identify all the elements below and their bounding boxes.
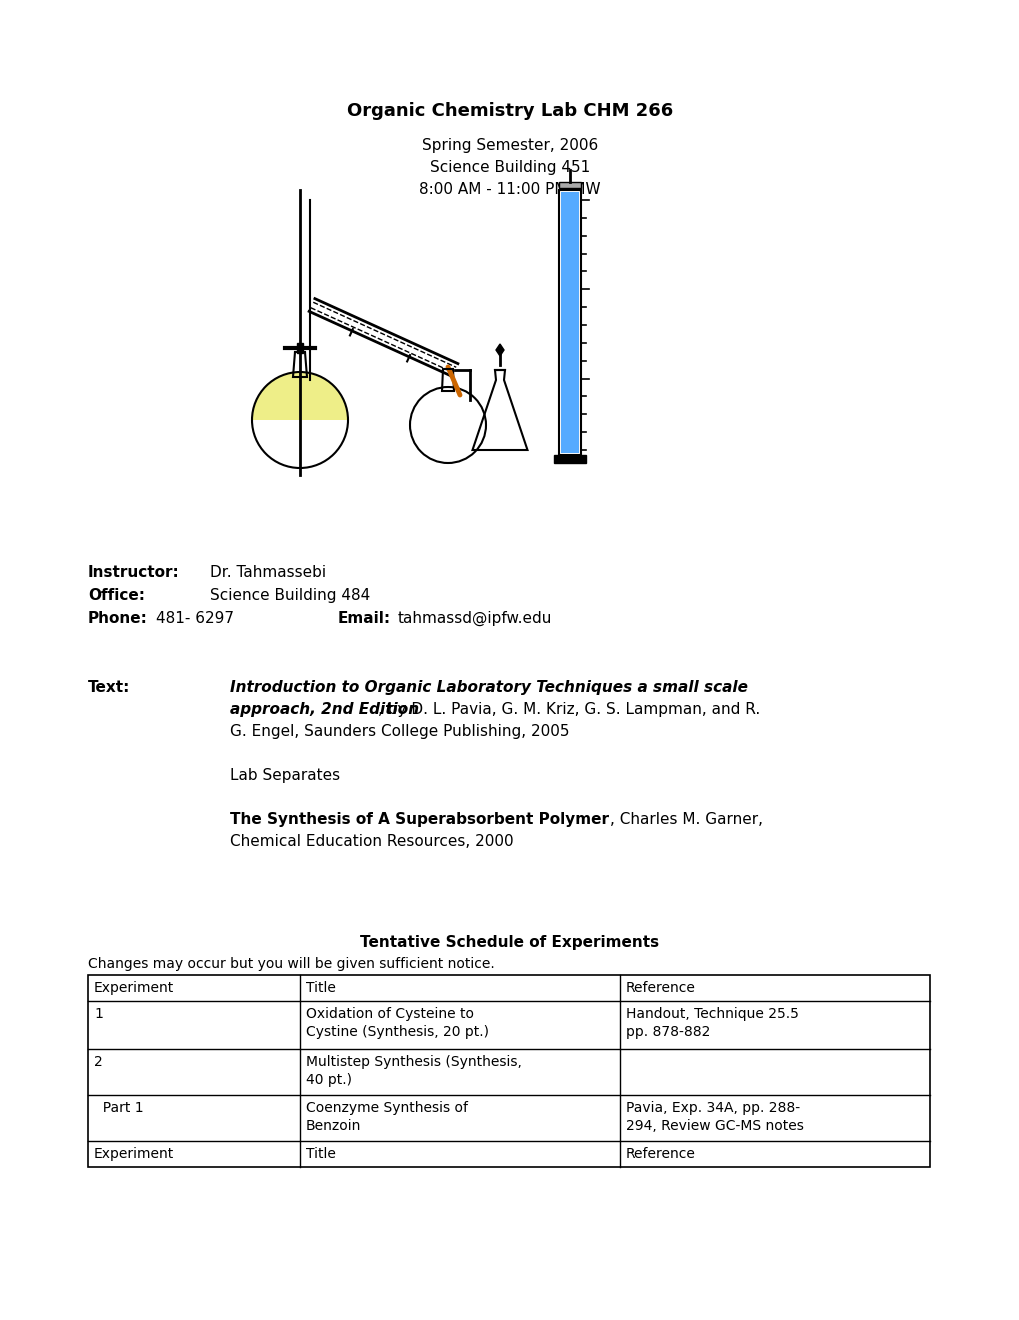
Text: Pavia, Exp. 34A, pp. 288-: Pavia, Exp. 34A, pp. 288- xyxy=(626,1101,799,1115)
Text: Changes may occur but you will be given sufficient notice.: Changes may occur but you will be given … xyxy=(88,957,494,972)
Text: Lab Separates: Lab Separates xyxy=(229,768,339,783)
Text: Instructor:: Instructor: xyxy=(88,565,179,579)
Text: Handout, Technique 25.5: Handout, Technique 25.5 xyxy=(626,1007,798,1020)
Text: Title: Title xyxy=(306,1147,335,1162)
Bar xyxy=(297,343,303,352)
Text: 1: 1 xyxy=(94,1007,103,1020)
Bar xyxy=(558,190,581,455)
Text: Text:: Text: xyxy=(88,680,130,696)
Text: Experiment: Experiment xyxy=(94,1147,174,1162)
Text: Spring Semester, 2006: Spring Semester, 2006 xyxy=(422,139,597,153)
Text: Title: Title xyxy=(306,981,335,995)
Bar xyxy=(553,455,586,463)
Text: pp. 878-882: pp. 878-882 xyxy=(626,1026,709,1039)
Text: Science Building 451: Science Building 451 xyxy=(429,160,590,176)
Text: Phone:: Phone: xyxy=(88,611,148,626)
Text: 2: 2 xyxy=(94,1055,103,1069)
Text: Reference: Reference xyxy=(626,1147,695,1162)
Text: , Charles M. Garner,: , Charles M. Garner, xyxy=(609,812,762,828)
Text: Organic Chemistry Lab CHM 266: Organic Chemistry Lab CHM 266 xyxy=(346,102,673,120)
Text: Part 1: Part 1 xyxy=(94,1101,144,1115)
Text: Email:: Email: xyxy=(337,611,390,626)
Text: Introduction to Organic Laboratory Techniques a small scale: Introduction to Organic Laboratory Techn… xyxy=(229,680,747,696)
Text: Cystine (Synthesis, 20 pt.): Cystine (Synthesis, 20 pt.) xyxy=(306,1026,488,1039)
Text: 294, Review GC-MS notes: 294, Review GC-MS notes xyxy=(626,1119,803,1133)
Text: 40 pt.): 40 pt.) xyxy=(306,1073,352,1086)
Text: Office:: Office: xyxy=(88,587,145,603)
Wedge shape xyxy=(252,372,347,420)
Text: The Synthesis of A Superabsorbent Polymer: The Synthesis of A Superabsorbent Polyme… xyxy=(229,812,608,828)
Text: Tentative Schedule of Experiments: Tentative Schedule of Experiments xyxy=(360,935,659,950)
Text: Chemical Education Resources, 2000: Chemical Education Resources, 2000 xyxy=(229,834,514,849)
Text: 8:00 AM - 11:00 PM MW: 8:00 AM - 11:00 PM MW xyxy=(419,182,600,197)
Text: , by D. L. Pavia, G. M. Kriz, G. S. Lampman, and R.: , by D. L. Pavia, G. M. Kriz, G. S. Lamp… xyxy=(378,702,759,717)
Text: Coenzyme Synthesis of: Coenzyme Synthesis of xyxy=(306,1101,468,1115)
Bar xyxy=(88,975,929,1167)
Text: Experiment: Experiment xyxy=(94,981,174,995)
Text: Science Building 484: Science Building 484 xyxy=(210,587,370,603)
Text: 481- 6297: 481- 6297 xyxy=(156,611,233,626)
Polygon shape xyxy=(495,345,503,356)
Text: Dr. Tahmassebi: Dr. Tahmassebi xyxy=(210,565,326,579)
Text: tahmassd@ipfw.edu: tahmassd@ipfw.edu xyxy=(397,611,552,626)
Bar xyxy=(560,191,579,453)
Text: approach, 2nd Edition: approach, 2nd Edition xyxy=(229,702,419,717)
Text: Benzoin: Benzoin xyxy=(306,1119,361,1133)
Bar xyxy=(558,182,581,187)
Text: G. Engel, Saunders College Publishing, 2005: G. Engel, Saunders College Publishing, 2… xyxy=(229,723,569,739)
Text: Oxidation of Cysteine to: Oxidation of Cysteine to xyxy=(306,1007,474,1020)
Text: Multistep Synthesis (Synthesis,: Multistep Synthesis (Synthesis, xyxy=(306,1055,522,1069)
Text: Reference: Reference xyxy=(626,981,695,995)
